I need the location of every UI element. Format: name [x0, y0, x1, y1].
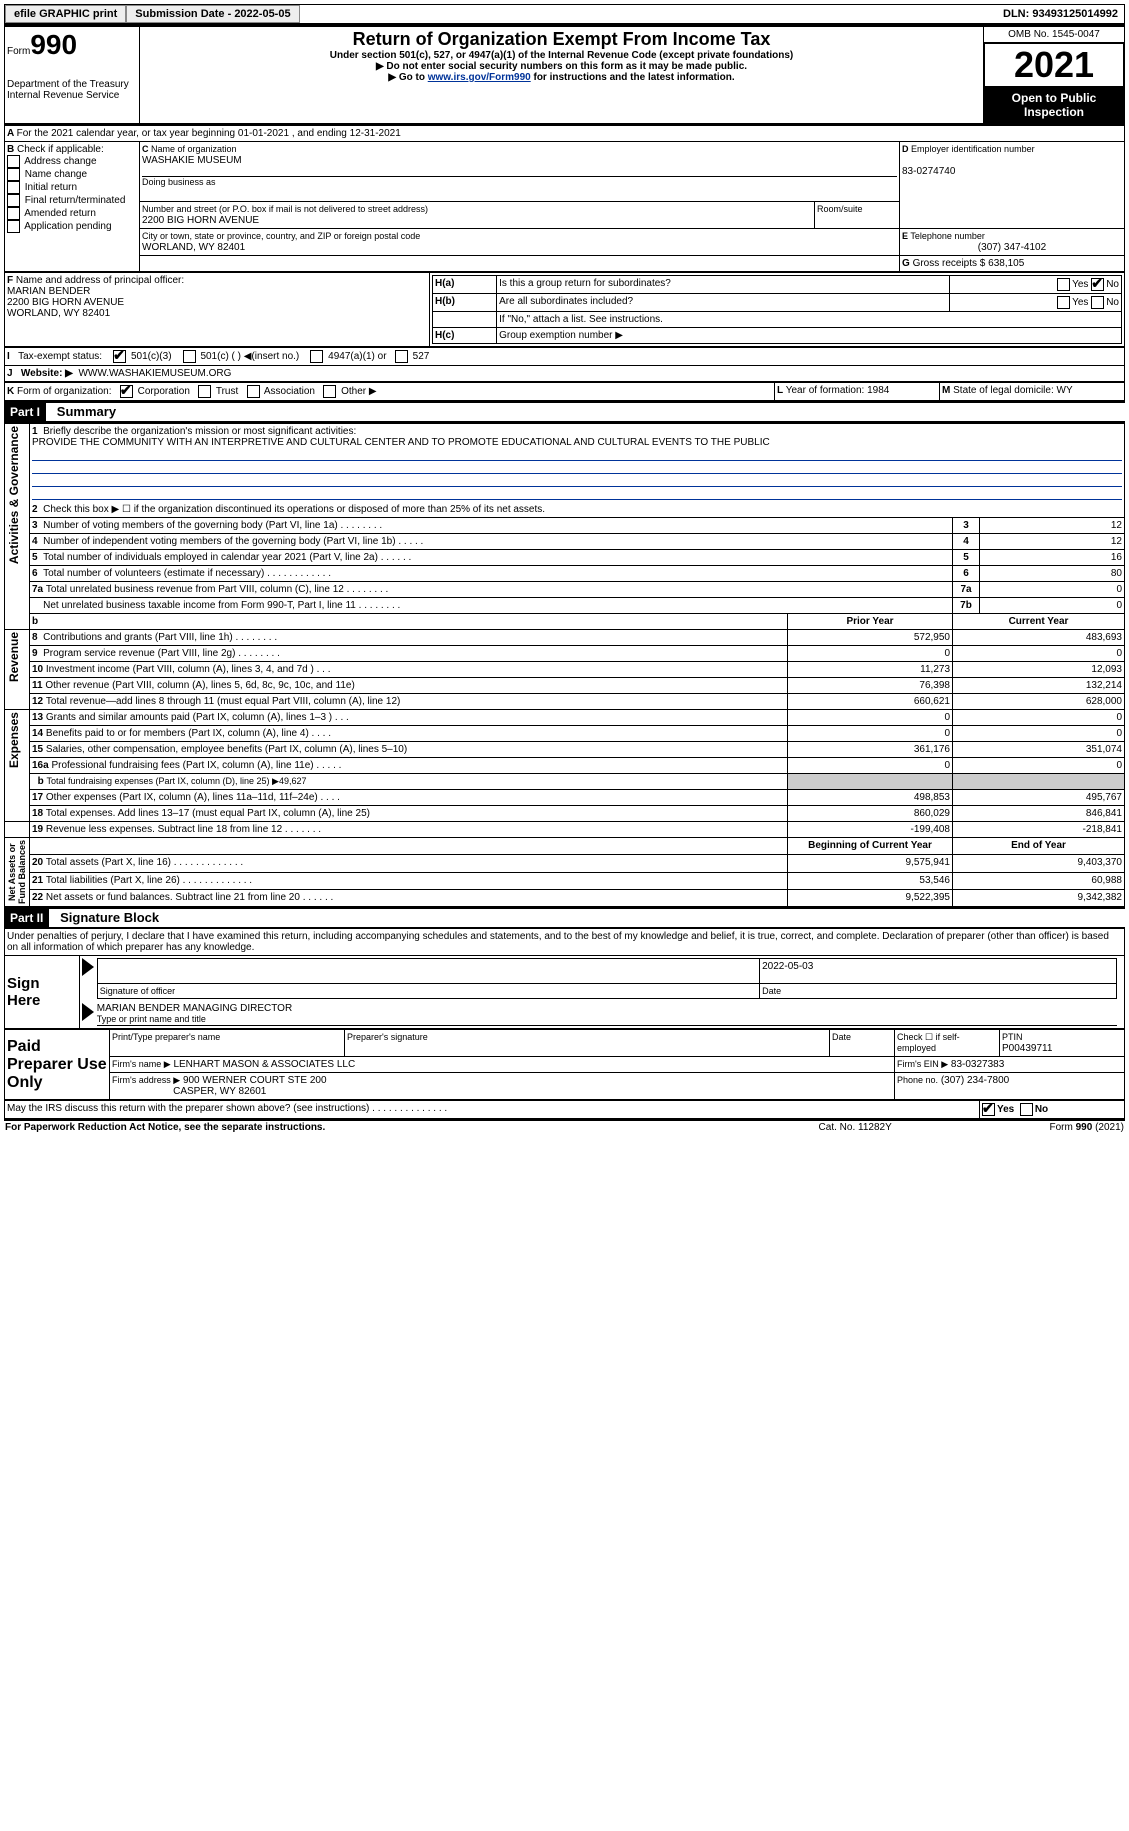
checkbox-final-return[interactable]: [7, 194, 20, 207]
form-number: 990: [30, 29, 77, 60]
form-header: Form990 Department of the Treasury Inter…: [4, 24, 1125, 126]
footer: For Paperwork Reduction Act Notice, see …: [4, 1121, 1125, 1134]
form-subtitle-3: ▶ Go to www.irs.gov/Form990 for instruct…: [142, 72, 981, 83]
row-7a: 7a Total unrelated business revenue from…: [5, 582, 1125, 598]
paid-preparer-block: Paid Preparer Use Only Print/Type prepar…: [4, 1029, 1125, 1100]
submission-date-button[interactable]: Submission Date - 2022-05-05: [126, 5, 299, 23]
officer-name: MARIAN BENDER: [7, 286, 90, 297]
checkbox-501c3[interactable]: [113, 350, 126, 363]
vlabel-revenue: Revenue: [7, 632, 21, 682]
checkbox-hb-no[interactable]: [1091, 296, 1104, 309]
b-label: Check if applicable:: [17, 144, 104, 155]
status-block: I Tax-exempt status: 501(c)(3) 501(c) ( …: [4, 347, 1125, 382]
form-subtitle-1: Under section 501(c), 527, or 4947(a)(1)…: [142, 50, 981, 61]
year-formation: 1984: [867, 385, 889, 396]
discuss-row: May the IRS discuss this return with the…: [4, 1100, 1125, 1121]
checkbox-app-pending[interactable]: [7, 220, 20, 233]
irs-link[interactable]: www.irs.gov/Form990: [428, 72, 531, 83]
ein: 83-0274740: [902, 166, 955, 177]
firm-addr2: CASPER, WY 82601: [173, 1086, 266, 1097]
telephone: (307) 347-4102: [902, 242, 1122, 253]
sign-date: 2022-05-03: [760, 959, 1117, 984]
state-domicile: WY: [1057, 385, 1073, 396]
perjury-declaration: Under penalties of perjury, I declare th…: [4, 929, 1125, 955]
row-7b: Net unrelated business taxable income fr…: [5, 598, 1125, 614]
row-5: 5 Total number of individuals employed i…: [5, 550, 1125, 566]
checkbox-4947[interactable]: [310, 350, 323, 363]
checkbox-ha-no[interactable]: [1091, 278, 1104, 291]
vlabel-activities: Activities & Governance: [7, 426, 21, 564]
checkbox-ha-yes[interactable]: [1057, 278, 1070, 291]
officer-signed-name: MARIAN BENDER MANAGING DIRECTOR: [97, 1003, 292, 1014]
checkbox-name-change[interactable]: [7, 168, 20, 181]
dept-treasury: Department of the Treasury Internal Reve…: [7, 79, 137, 101]
vlabel-netassets: Net Assets orFund Balances: [7, 840, 27, 904]
row-3: 3 Number of voting members of the govern…: [5, 518, 1125, 534]
org-name: WASHAKIE MUSEUM: [142, 155, 242, 166]
top-bar: efile GRAPHIC print Submission Date - 20…: [4, 4, 1125, 24]
officer-addr2: WORLAND, WY 82401: [7, 308, 110, 319]
officer-addr1: 2200 BIG HORN AVENUE: [7, 297, 124, 308]
section-a: A For the 2021 calendar year, or tax yea…: [4, 126, 1125, 141]
form-title: Return of Organization Exempt From Incom…: [142, 29, 981, 50]
ptin: P00439711: [1002, 1043, 1052, 1054]
street-address: 2200 BIG HORN AVENUE: [142, 215, 259, 226]
checkbox-amended[interactable]: [7, 207, 20, 220]
checkbox-501c[interactable]: [183, 350, 196, 363]
form-990-2021: Form 990 (2021): [944, 1121, 1125, 1134]
open-to-public: Open to Public Inspection: [984, 87, 1124, 123]
checkbox-discuss-yes[interactable]: [982, 1103, 995, 1116]
firm-ein: 83-0327383: [951, 1059, 1004, 1070]
mission: PROVIDE THE COMMUNITY WITH AN INTERPRETI…: [32, 437, 770, 448]
part1-header: Part I Summary: [4, 401, 1125, 423]
summary-table: Activities & Governance 1 Briefly descri…: [4, 423, 1125, 907]
firm-phone: (307) 234-7800: [941, 1075, 1009, 1086]
omb-number: OMB No. 1545-0047: [984, 27, 1124, 43]
checkbox-address-change[interactable]: [7, 155, 20, 168]
tax-year: 2021: [984, 43, 1124, 87]
checkbox-initial-return[interactable]: [7, 181, 20, 194]
row-6: 6 Total number of volunteers (estimate i…: [5, 566, 1125, 582]
checkbox-hb-yes[interactable]: [1057, 296, 1070, 309]
paid-preparer-label: Paid Preparer Use Only: [5, 1030, 110, 1100]
checkbox-discuss-no[interactable]: [1020, 1103, 1033, 1116]
dln: DLN: 93493125014992: [1003, 8, 1124, 20]
checkbox-assoc[interactable]: [247, 385, 260, 398]
form-label: Form: [7, 46, 30, 57]
klm-block: K Form of organization: Corporation Trus…: [4, 382, 1125, 401]
gross-receipts: 638,105: [988, 258, 1024, 269]
firm-name: LENHART MASON & ASSOCIATES LLC: [173, 1059, 355, 1070]
checkbox-other[interactable]: [323, 385, 336, 398]
part2-header: Part II Signature Block: [4, 907, 1125, 929]
checkbox-corp[interactable]: [120, 385, 133, 398]
website: WWW.WASHAKIEMUSEUM.ORG: [78, 368, 231, 379]
row-4: 4 Number of independent voting members o…: [5, 534, 1125, 550]
signature-block: Sign Here 2022-05-03 Signature of office…: [4, 955, 1125, 1029]
form-subtitle-2: ▶ Do not enter social security numbers o…: [142, 61, 981, 72]
officer-block: F Name and address of principal officer:…: [4, 272, 1125, 347]
efile-print-button[interactable]: efile GRAPHIC print: [5, 5, 126, 23]
vlabel-expenses: Expenses: [7, 712, 21, 768]
entity-block: B Check if applicable: Address change Na…: [4, 141, 1125, 272]
city-state-zip: WORLAND, WY 82401: [142, 242, 245, 253]
arrow-icon: [82, 1003, 94, 1021]
checkbox-527[interactable]: [395, 350, 408, 363]
checkbox-trust[interactable]: [198, 385, 211, 398]
arrow-icon: [82, 958, 94, 976]
sign-here-label: Sign Here: [5, 956, 80, 1029]
firm-addr1: 900 WERNER COURT STE 200: [183, 1075, 327, 1086]
